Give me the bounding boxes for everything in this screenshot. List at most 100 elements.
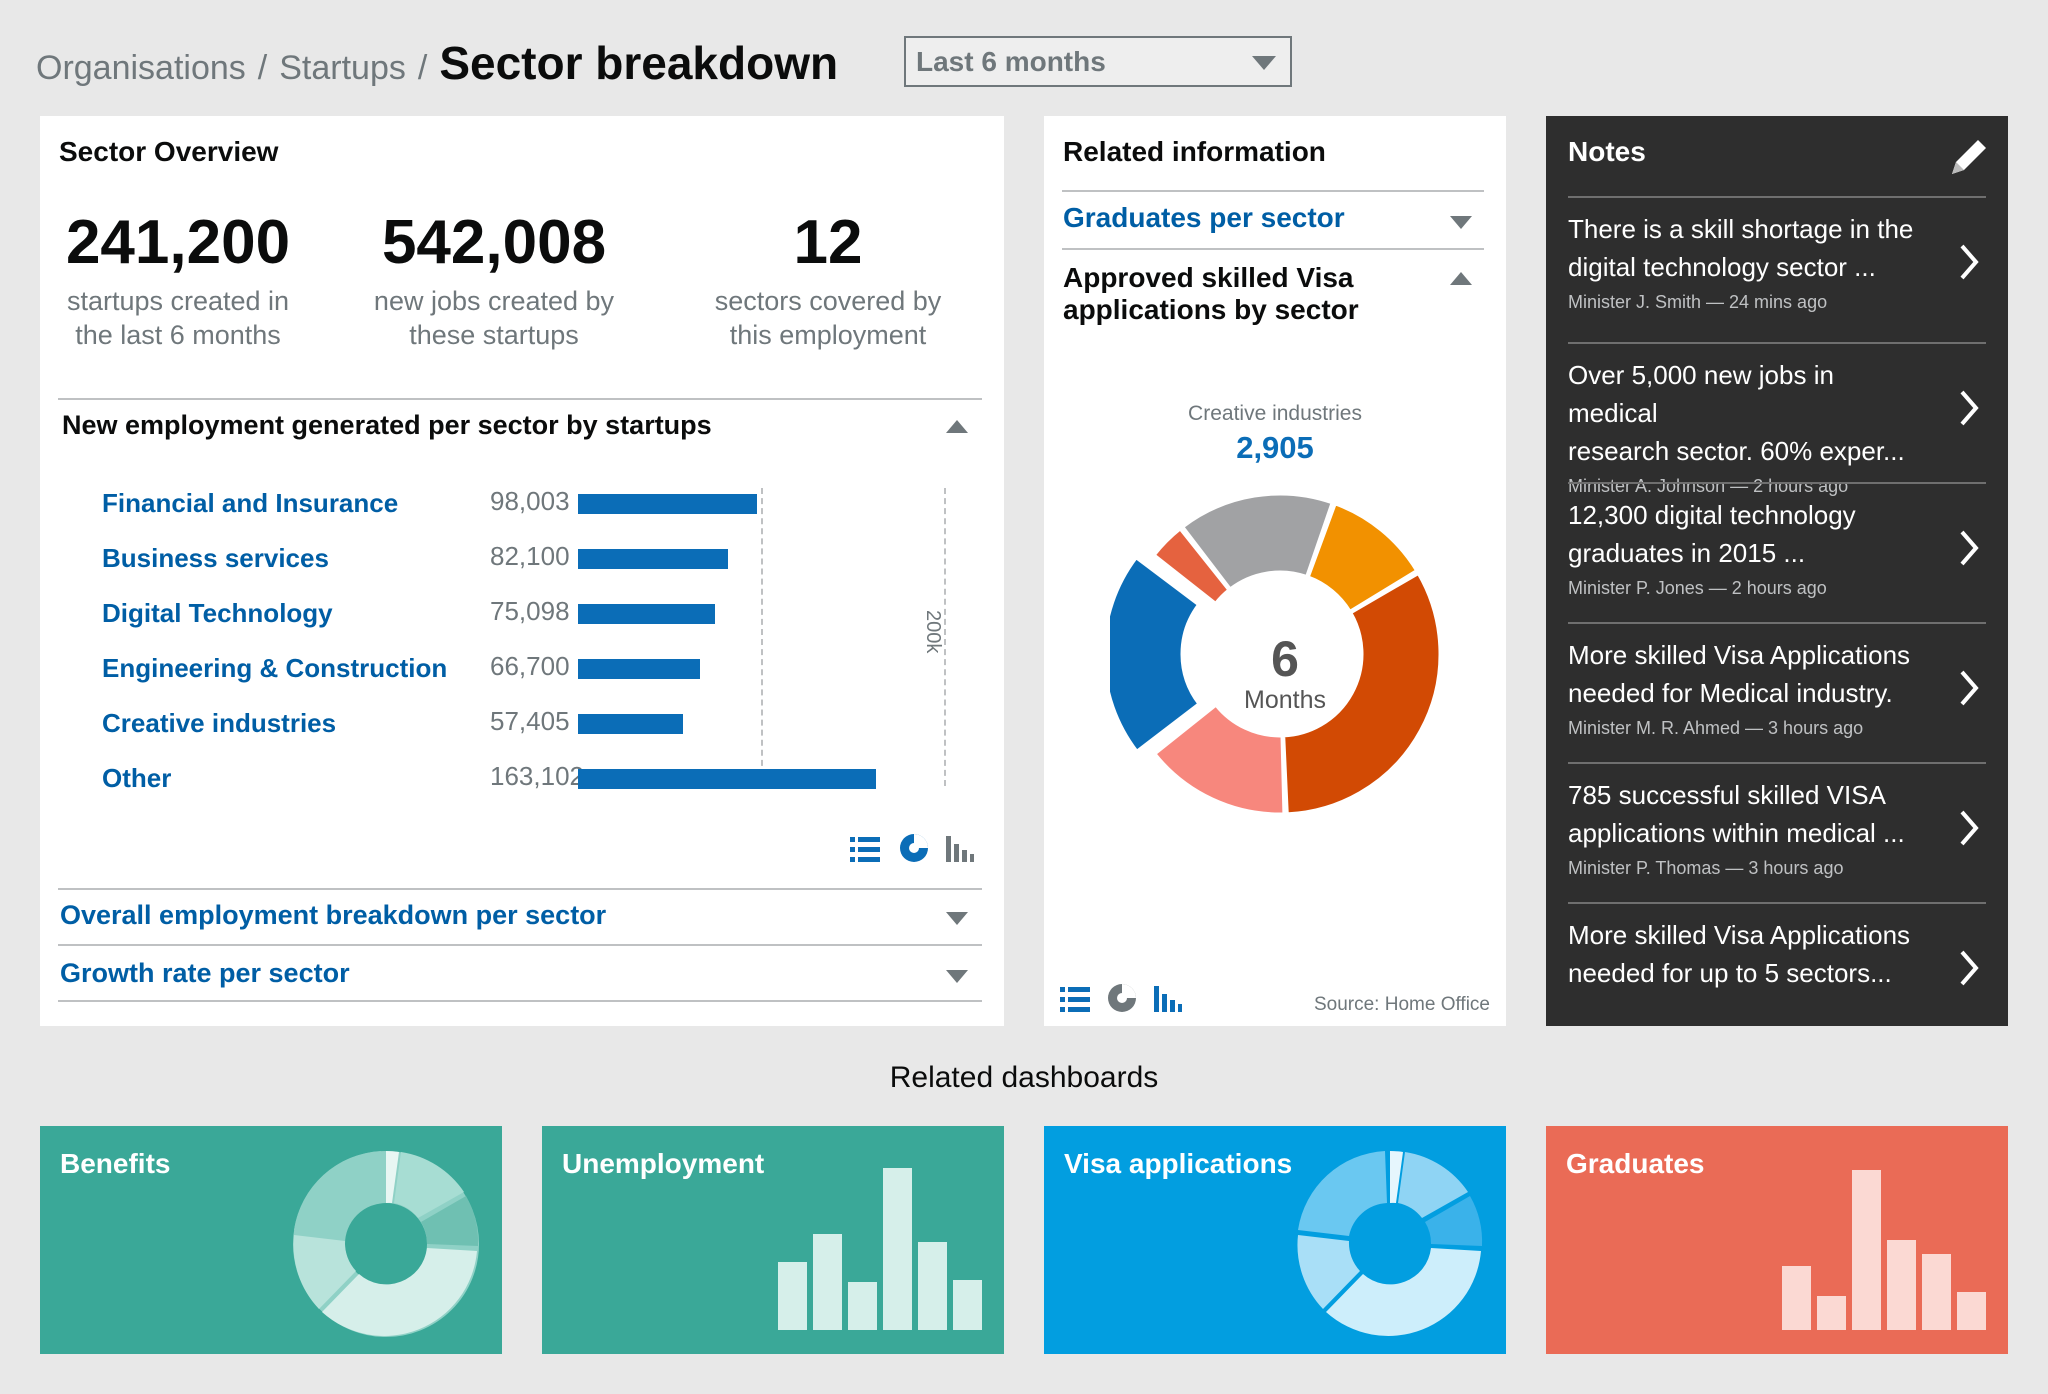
bar[interactable] (578, 769, 877, 789)
related-dashboards-title: Related dashboards (889, 1061, 1159, 1094)
bar-value-label: 82,100 (490, 541, 570, 571)
visa-donut-chart (1110, 492, 1442, 816)
note-text-line: digital technology sector ... (1568, 252, 1876, 282)
edit-pencil-icon[interactable] (1946, 134, 1992, 180)
divider (58, 944, 982, 946)
donut-slice[interactable] (1306, 501, 1419, 614)
note-text-line: Over 5,000 new jobs in medical (1568, 360, 1834, 428)
note-text-line: More skilled Visa Applications (1568, 920, 1911, 950)
dashboard-tile-graduates[interactable]: Graduates (1546, 1126, 2008, 1354)
bar-view-icon[interactable] (944, 832, 974, 864)
bar-value-label: 98,003 (490, 486, 570, 516)
breadcrumb-link-startups[interactable]: Startups (279, 49, 406, 87)
note-meta: Minister P. Jones — 2 hours ago (1568, 578, 1827, 598)
bar-view-icon[interactable] (1152, 982, 1182, 1014)
note-item[interactable]: 12,300 digital technology graduates in 20… (1568, 482, 1986, 599)
note-text: More skilled Visa Applications needed for… (1568, 636, 1928, 712)
note-text-line: applications within medical ... (1568, 818, 1905, 848)
note-item[interactable]: There is a skill shortage in the digital … (1568, 196, 1986, 313)
panel-title: Sector Overview (59, 136, 279, 167)
note-text: More skilled Visa Applications needed for… (1568, 916, 1928, 992)
list-view-icon[interactable] (1060, 984, 1090, 1014)
donut-slice[interactable] (1110, 555, 1201, 754)
bar-value-label: 163,102 (490, 761, 584, 791)
note-text-line: graduates in 2015 ... (1568, 538, 1806, 568)
bar[interactable] (578, 494, 758, 514)
bar-category-label[interactable]: Creative industries (102, 708, 337, 738)
related-section-visa[interactable]: Approved skilled Visa applications by se… (1063, 262, 1359, 326)
reference-line-200000 (944, 488, 946, 786)
panel-title: Related information (1063, 136, 1326, 167)
note-text: 785 successful skilled VISA applications … (1568, 776, 1928, 852)
note-item[interactable]: 785 successful skilled VISA applications … (1568, 762, 1986, 879)
breadcrumb-link-organisations[interactable]: Organisations (36, 49, 246, 87)
note-text-line: There is a skill shortage in the (1568, 214, 1914, 244)
section-header-new-employment[interactable]: New employment generated per sector by s… (62, 410, 712, 440)
bar-value-label: 57,405 (490, 706, 570, 736)
donut-slice[interactable] (1152, 703, 1286, 816)
divider (58, 398, 982, 400)
chevron-up-icon[interactable] (946, 420, 968, 433)
note-text-line: 12,300 digital technology (1568, 500, 1856, 530)
bar-category-label[interactable]: Business services (102, 543, 329, 573)
divider (1062, 248, 1484, 250)
chevron-right-icon (1960, 390, 1979, 426)
dashboard-tile-benefits[interactable]: Benefits (40, 1126, 502, 1354)
donut-slice[interactable] (1180, 492, 1334, 591)
related-link-graduates[interactable]: Graduates per sector (1063, 202, 1345, 233)
chevron-right-icon (1960, 670, 1979, 706)
bar-category-label[interactable]: Financial and Insurance (102, 488, 399, 518)
note-text-line: needed for up to 5 sectors... (1568, 958, 1892, 988)
stat-jobs: 542,008 new jobs created by these startu… (356, 212, 632, 352)
bar[interactable] (578, 714, 684, 734)
section-link-overall-employment[interactable]: Overall employment breakdown per sector (60, 900, 607, 930)
note-text: There is a skill shortage in the digital … (1568, 210, 1928, 286)
bar-category-label[interactable]: Engineering & Construction (102, 653, 448, 683)
bar-category-label[interactable]: Digital Technology (102, 598, 333, 628)
bar[interactable] (578, 604, 716, 624)
note-item[interactable]: More skilled Visa Applications needed for… (1568, 622, 1986, 739)
stat-value: 241,200 (65, 208, 291, 277)
chevron-right-icon (1960, 950, 1979, 986)
related-section-title: applications by sector (1063, 294, 1359, 325)
stat-label: the last 6 months (75, 320, 281, 350)
dashboard-tile-unemployment[interactable]: Unemployment (542, 1126, 1004, 1354)
donut-slice[interactable] (1152, 526, 1231, 606)
breadcrumb-separator: / (257, 49, 268, 87)
chevron-down-icon[interactable] (946, 912, 968, 925)
donut-slice[interactable] (1282, 571, 1442, 816)
note-text-line: needed for Medical industry. (1568, 678, 1893, 708)
bar-category-label[interactable]: Other (102, 763, 172, 793)
period-select[interactable]: Last 6 months (904, 36, 1292, 87)
note-text-line: More skilled Visa Applications (1568, 640, 1911, 670)
stat-label: these startups (409, 320, 579, 350)
chevron-up-icon[interactable] (1450, 272, 1472, 285)
pie-view-icon[interactable] (898, 832, 930, 864)
section-link-growth-rate[interactable]: Growth rate per sector (60, 958, 350, 988)
bar[interactable] (578, 659, 701, 679)
note-item[interactable]: More skilled Visa Applications needed for… (1568, 902, 1986, 992)
pie-view-icon[interactable] (1106, 982, 1138, 1014)
period-select-value: Last 6 months (916, 46, 1106, 77)
note-meta: Minister J. Smith — 24 mins ago (1568, 292, 1828, 312)
stat-label: sectors covered by (714, 286, 942, 316)
chevron-down-icon[interactable] (1450, 216, 1472, 229)
note-text: 12,300 digital technology graduates in 20… (1568, 496, 1928, 572)
bar-value-label: 75,098 (490, 596, 570, 626)
chevron-down-icon[interactable] (946, 970, 968, 983)
notes-panel: Notes There is a skill shortage in the di… (1546, 116, 2008, 1026)
note-text-line: 785 successful skilled VISA (1568, 780, 1886, 810)
note-text: Over 5,000 new jobs in medical research s… (1568, 356, 1928, 470)
dashboard-tile-visa-applications[interactable]: Visa applications (1044, 1126, 1506, 1354)
note-text-line: research sector. 60% exper... (1568, 436, 1905, 466)
donut-highlight-value: 2,905 (1236, 430, 1314, 465)
donut-highlight-label: Creative industries (1188, 402, 1362, 425)
tile-bar-graphic (778, 1168, 982, 1330)
stat-label: new jobs created by (373, 286, 615, 316)
chevron-down-icon (1252, 56, 1276, 70)
notes-title: Notes (1568, 136, 1646, 167)
list-view-icon[interactable] (850, 834, 880, 864)
bar[interactable] (578, 549, 729, 569)
stat-sectors: 12 sectors covered by this employment (700, 212, 956, 352)
note-item[interactable]: Over 5,000 new jobs in medical research s… (1568, 342, 1986, 497)
